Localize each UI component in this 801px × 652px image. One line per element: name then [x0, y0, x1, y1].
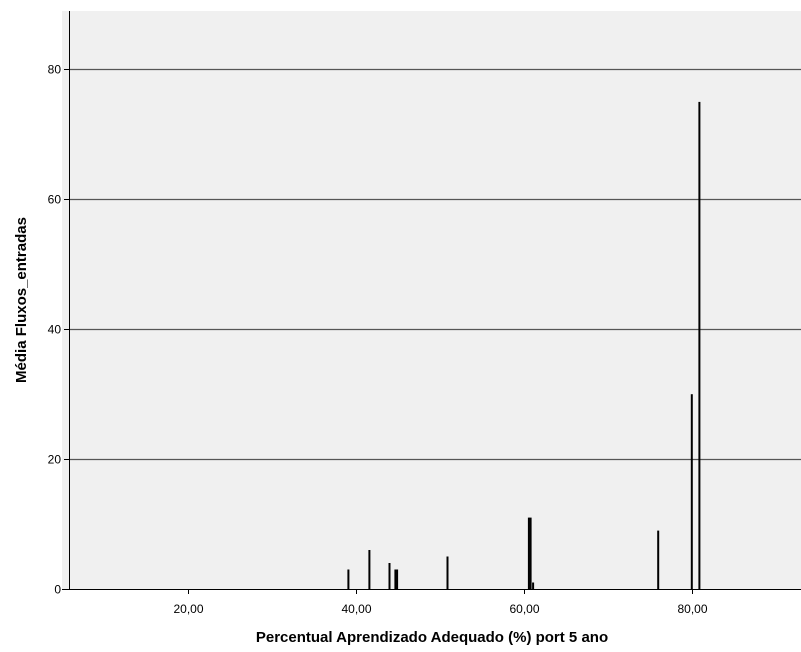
x-tick-label: 40,00	[341, 602, 371, 616]
x-tick-label: 20,00	[173, 602, 203, 616]
bar	[388, 563, 391, 589]
y-tick-label: 40	[48, 323, 62, 337]
bar	[368, 550, 371, 589]
x-axis-title: Percentual Aprendizado Adequado (%) port…	[256, 629, 608, 646]
y-tick-label: 20	[48, 453, 62, 467]
bar	[532, 582, 535, 589]
bar	[446, 556, 449, 589]
bar	[394, 569, 397, 589]
bar	[527, 517, 530, 589]
bar	[347, 569, 350, 589]
gridlines	[69, 68, 801, 461]
x-tick-label: 80,00	[677, 602, 707, 616]
y-ticks: 0 20 40 60 80	[48, 63, 69, 597]
y-tick-label: 80	[48, 63, 62, 77]
bar	[698, 101, 701, 590]
bar	[529, 517, 532, 589]
y-tick-label: 60	[48, 193, 62, 207]
x-tick-label: 60,00	[509, 602, 539, 616]
y-axis-title: Média Fluxos_entradas	[13, 217, 30, 383]
bar	[690, 394, 693, 589]
bars	[347, 101, 701, 590]
bar	[396, 569, 399, 589]
x-ticks: 20,00 40,00 60,00 80,00	[173, 589, 708, 616]
y-tick-label: 0	[54, 583, 61, 597]
bar	[657, 530, 660, 589]
plot-area	[62, 11, 801, 589]
